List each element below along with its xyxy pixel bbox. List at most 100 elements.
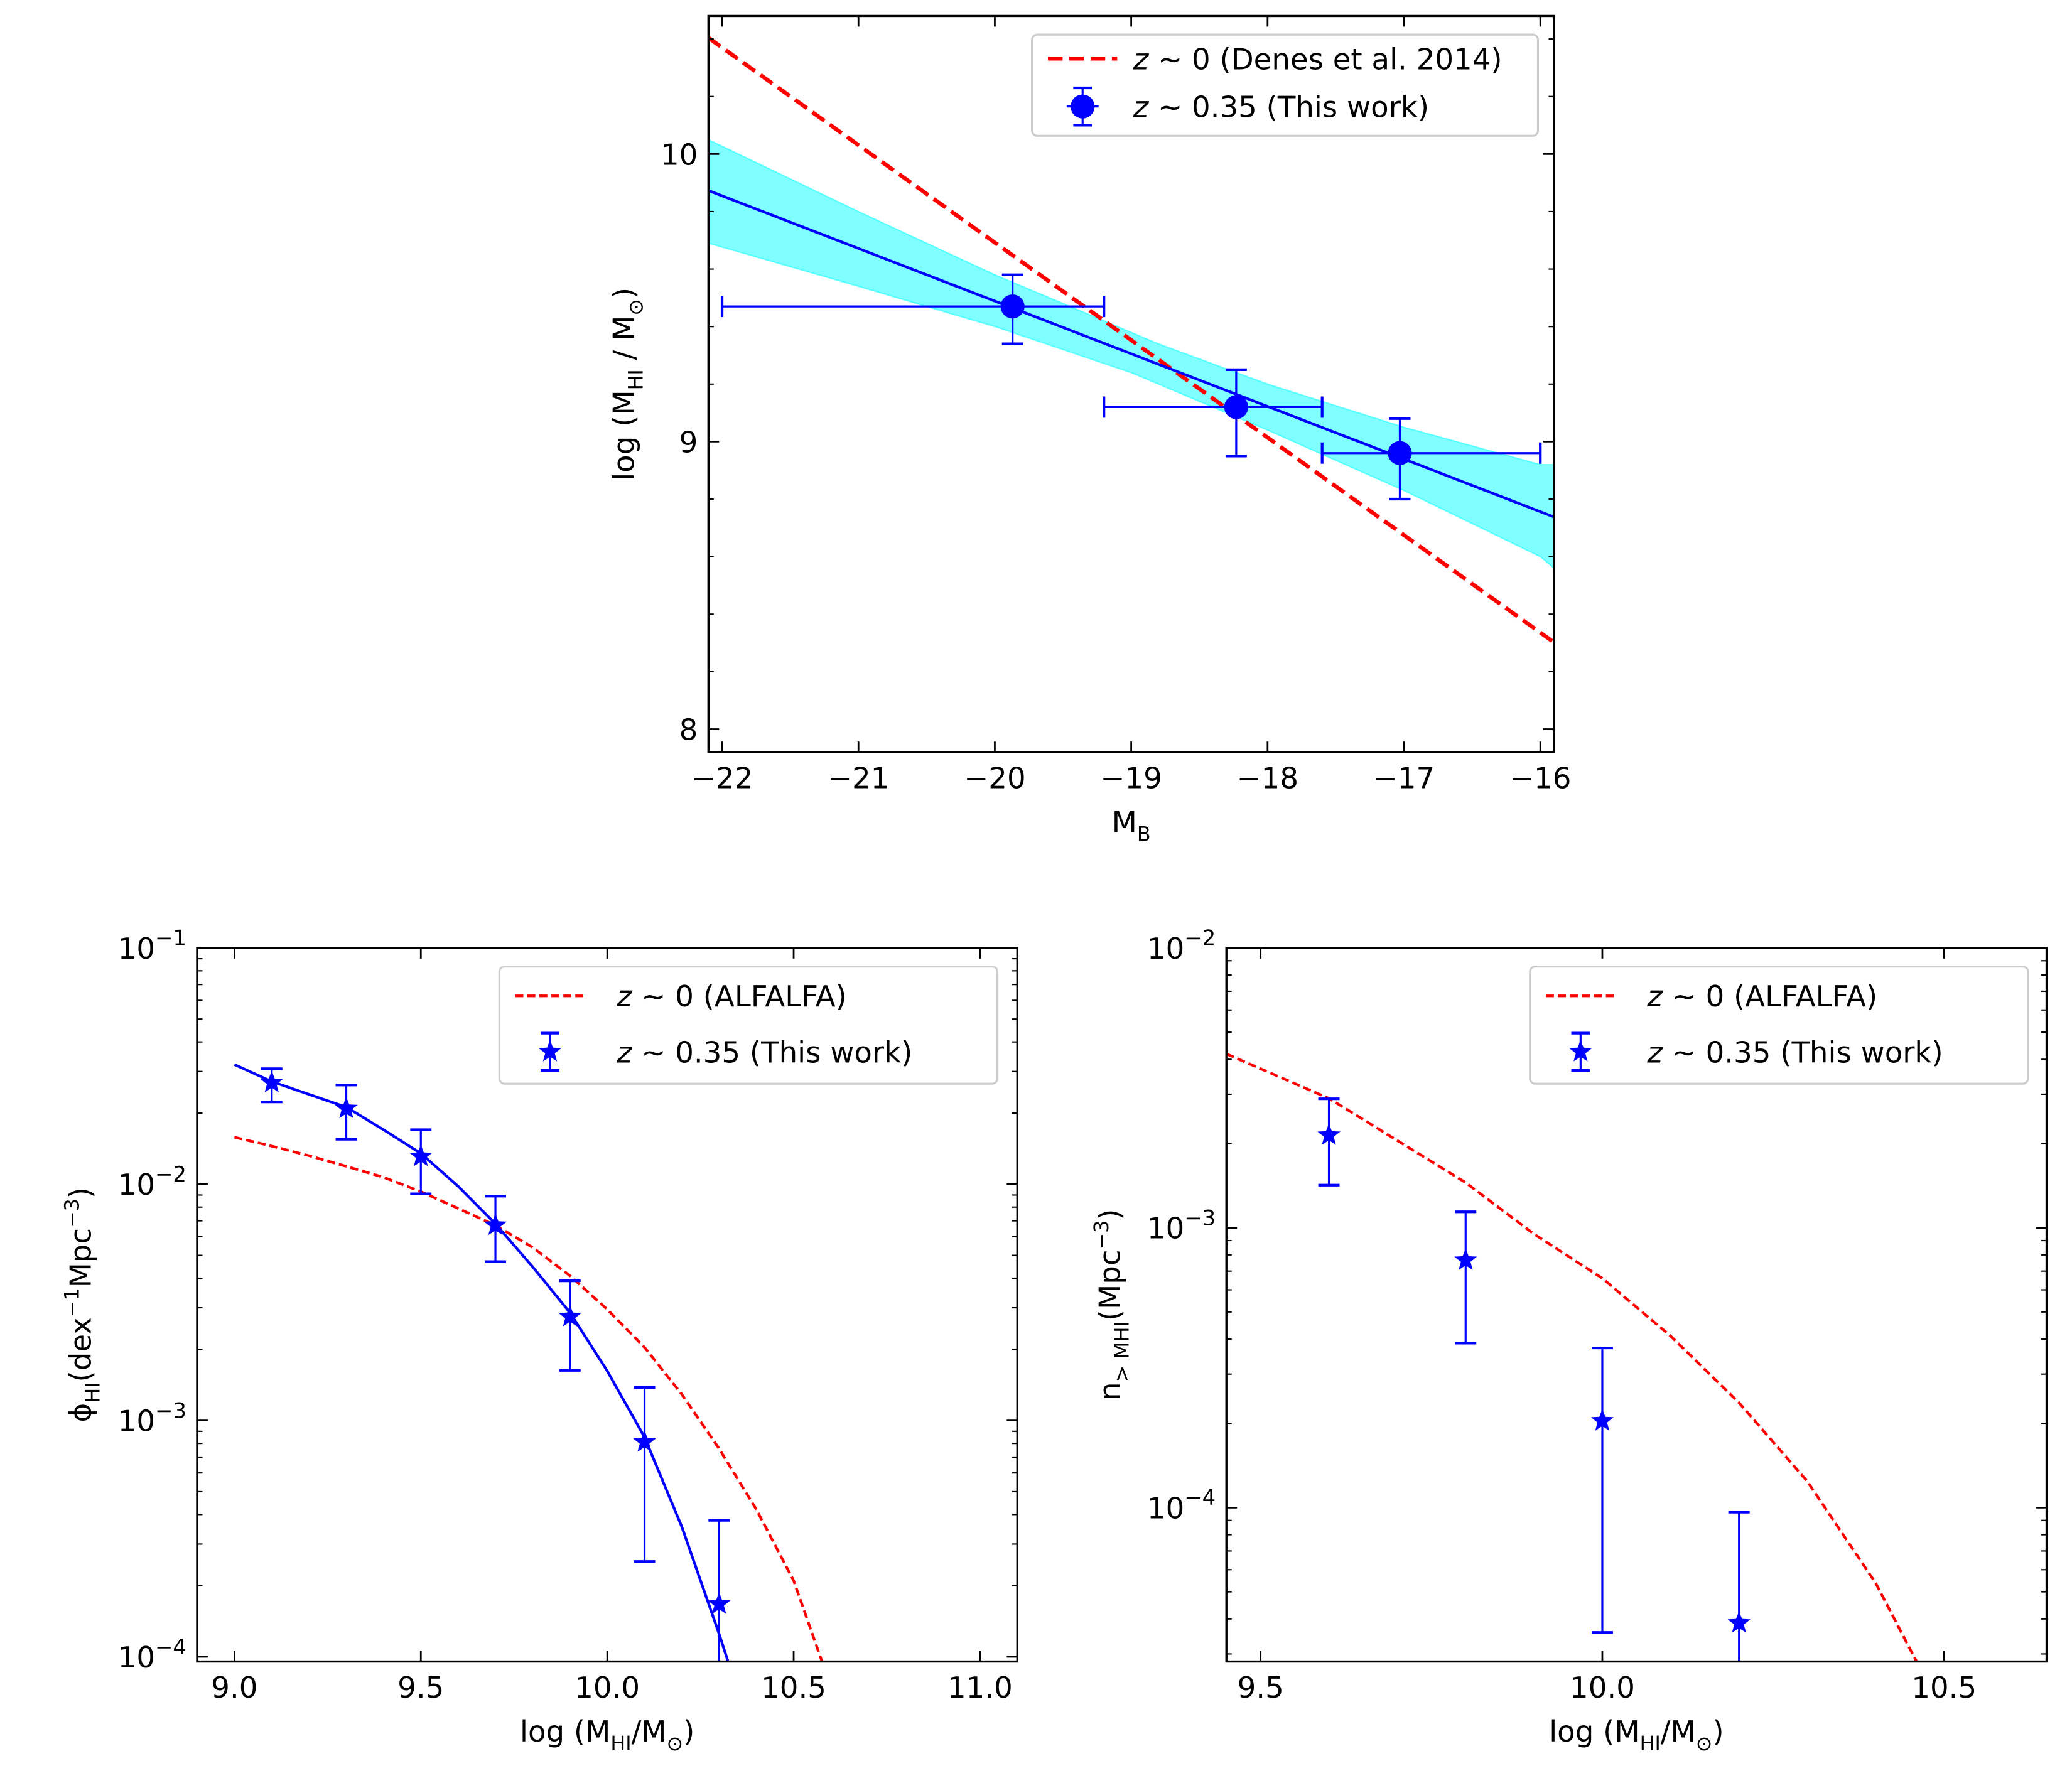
y-tick-label: 10−2	[118, 1163, 186, 1202]
legend-label: z ∼ 0 (ALFALFA)	[1646, 980, 1877, 1014]
x-tick-label: 9.5	[1238, 1671, 1284, 1705]
plot-area	[234, 1063, 824, 1662]
italic-z: z	[1646, 1036, 1663, 1070]
tick-exponent: −4	[155, 1635, 186, 1660]
x-tick-label: −22	[691, 762, 753, 795]
legend-label: z ∼ 0.35 (This work)	[616, 1036, 912, 1070]
italic-z: z	[616, 1036, 633, 1070]
subscript: ⊙	[667, 1733, 684, 1755]
text-run: /M	[632, 1715, 667, 1749]
x-axis-label: log (MHI/M⊙)	[1549, 1715, 1724, 1755]
plot-area	[1226, 1052, 1918, 1662]
tick-exponent: −4	[1184, 1486, 1216, 1511]
fit-curve	[708, 189, 1554, 519]
tick-base: 10	[1147, 1212, 1184, 1246]
text-run: )	[1712, 1715, 1724, 1749]
plot-area	[708, 36, 1554, 644]
y-tick-label: 10−3	[118, 1399, 186, 1438]
legend-circle-icon	[1071, 94, 1095, 119]
data-point-star	[260, 1070, 283, 1092]
legend-frame	[1529, 965, 2029, 1085]
y-tick-label: 10−4	[118, 1635, 186, 1675]
subscript: HI	[625, 369, 648, 390]
legend-label: z ∼ 0 (Denes et al. 2014)	[1133, 43, 1503, 77]
legend-frame	[1031, 33, 1540, 137]
y-tick-label: 10−3	[1147, 1206, 1216, 1246]
superscript: −1	[62, 1288, 84, 1317]
reference-curve	[708, 36, 1554, 644]
legend: z ∼ 0 (ALFALFA) z ∼ 0.35 (This work)	[498, 965, 999, 1085]
data-point-star	[1454, 1248, 1477, 1270]
tick-base: 10	[1147, 932, 1184, 966]
tick-exponent: −3	[1184, 1206, 1216, 1231]
data-point-star	[708, 1592, 731, 1614]
tick-base: 10	[118, 1641, 155, 1675]
x-tick-label: 9.0	[211, 1671, 257, 1705]
text-run: (Mpc	[1094, 1249, 1128, 1321]
y-tick-label: 10	[661, 138, 698, 172]
data-point-star	[633, 1430, 656, 1452]
text-run: (dex	[64, 1317, 98, 1382]
axes-frame	[1225, 947, 2048, 1663]
x-tick-label: 9.5	[397, 1671, 444, 1705]
italic-z: z	[1646, 980, 1663, 1014]
x-tick-label: −19	[1100, 762, 1162, 795]
tick-exponent: −2	[1184, 927, 1216, 951]
legend-star-icon	[1569, 1040, 1592, 1062]
text-run: ϕ	[64, 1403, 98, 1423]
data-point-star	[1317, 1123, 1341, 1145]
text-run: )	[608, 288, 642, 299]
tick-base: 10	[1147, 1492, 1184, 1526]
subscript: B	[1137, 823, 1151, 846]
text-run: /M	[1661, 1715, 1696, 1749]
legend: z ∼ 0 (Denes et al. 2014) z ∼ 0.35 (This …	[1031, 33, 1540, 137]
x-tick-label: 11.0	[947, 1671, 1013, 1705]
x-tick-label: −21	[828, 762, 889, 795]
subscript: HI	[1640, 1733, 1661, 1755]
data-point-star	[1590, 1409, 1614, 1431]
data-point	[1000, 294, 1025, 319]
superscript: −3	[62, 1198, 84, 1228]
text-run: n	[1094, 1382, 1128, 1401]
legend-label: z ∼ 0.35 (This work)	[1133, 91, 1429, 125]
legend-label: z ∼ 0 (ALFALFA)	[616, 980, 847, 1014]
legend-star-icon	[538, 1040, 562, 1062]
text-run: log (M	[608, 390, 642, 480]
superscript: −3	[1091, 1220, 1113, 1250]
text-run: ∼ 0 (ALFALFA)	[1663, 980, 1877, 1014]
legend: z ∼ 0 (ALFALFA)z ∼ 0.35 (This work)	[1529, 965, 2029, 1085]
tick-exponent: −3	[155, 1399, 186, 1423]
text-run: log (M	[1549, 1715, 1639, 1749]
text-run: ∼ 0 (ALFALFA)	[632, 980, 846, 1014]
italic-z: z	[616, 980, 633, 1014]
reference-curve	[1226, 1052, 1918, 1662]
reference-curve	[234, 1136, 824, 1662]
tick-base: 10	[118, 1405, 155, 1439]
x-tick-label: −17	[1373, 762, 1435, 795]
data-point-star	[483, 1213, 507, 1236]
x-tick-label: 10.0	[1570, 1671, 1635, 1705]
text-run: )	[1094, 1209, 1128, 1220]
x-axis-label: log (MHI/M⊙)	[520, 1715, 694, 1755]
y-tick-label: 9	[679, 426, 698, 460]
data-point	[1388, 441, 1412, 465]
tick-exponent: −1	[155, 927, 186, 951]
text-run: ∼ 0.35 (This work)	[1148, 91, 1429, 125]
text-run: log (M	[520, 1715, 610, 1749]
y-axis-label: n> MHI(Mpc−3)	[1091, 1209, 1134, 1400]
y-tick-label: 10−1	[118, 927, 186, 966]
text-run: / M	[608, 316, 642, 370]
data-point-star	[558, 1305, 582, 1327]
text-run: Mpc	[64, 1228, 98, 1288]
italic-z: z	[1133, 91, 1150, 125]
y-tick-label: 8	[679, 713, 698, 747]
text-run: )	[64, 1187, 98, 1198]
y-axis-label: ϕHI(dex−1Mpc−3)	[62, 1187, 105, 1423]
text-run: ∼ 0.35 (This work)	[1663, 1036, 1943, 1070]
x-tick-label: 10.5	[1911, 1671, 1977, 1705]
tick-base: 10	[118, 1168, 155, 1202]
x-tick-label: −18	[1237, 762, 1298, 795]
x-axis-label: MB	[1112, 805, 1151, 846]
